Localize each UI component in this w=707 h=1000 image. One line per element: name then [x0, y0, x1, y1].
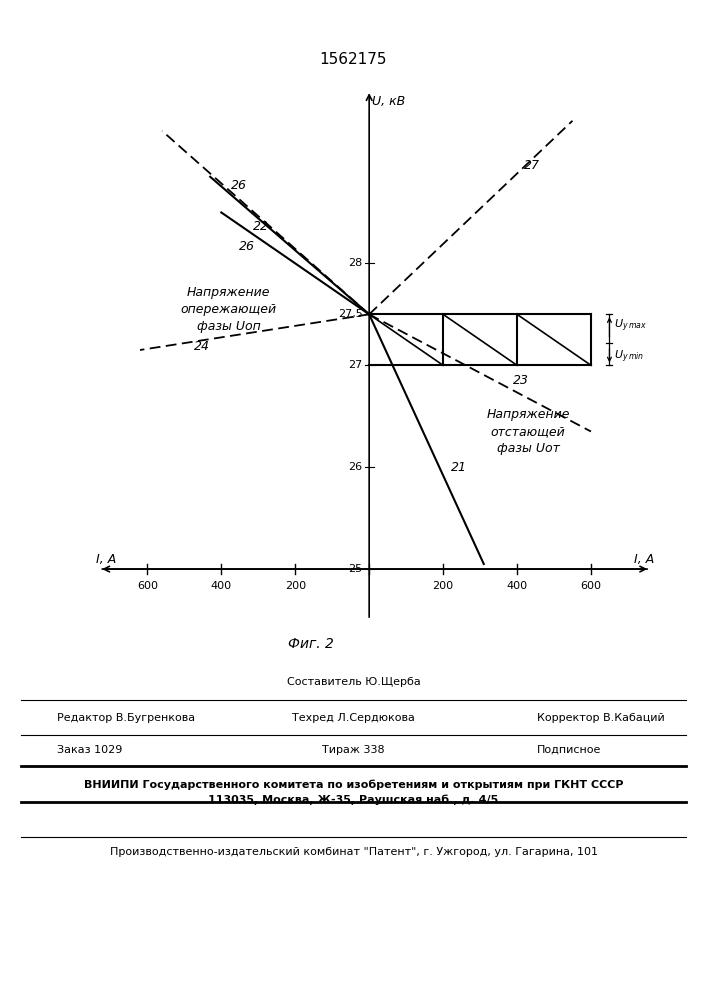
Text: 26: 26 [238, 240, 255, 253]
Text: $U_{y\,min}$: $U_{y\,min}$ [614, 349, 644, 365]
Text: 24: 24 [194, 340, 210, 353]
Text: 400: 400 [506, 581, 527, 591]
Text: Редактор В.Бугренкова: Редактор В.Бугренкова [57, 713, 194, 723]
Text: 200: 200 [433, 581, 454, 591]
Text: I, А: I, А [633, 553, 654, 566]
Text: $U_{y\,max}$: $U_{y\,max}$ [614, 317, 647, 334]
Text: 22: 22 [253, 220, 269, 233]
Text: 200: 200 [285, 581, 306, 591]
Text: Подписное: Подписное [537, 745, 602, 755]
Text: ВНИИПИ Государственного комитета по изобретениям и открытиям при ГКНТ СССР: ВНИИПИ Государственного комитета по изоб… [83, 780, 624, 790]
Text: 600: 600 [137, 581, 158, 591]
Text: 21: 21 [450, 461, 467, 474]
Text: 27,5: 27,5 [338, 309, 363, 319]
Text: 23: 23 [513, 374, 530, 387]
Text: 28: 28 [349, 258, 363, 268]
Text: 1562175: 1562175 [320, 52, 387, 68]
Text: I, А: I, А [95, 553, 116, 566]
Text: Заказ 1029: Заказ 1029 [57, 745, 122, 755]
Text: Корректор В.Кабаций: Корректор В.Кабаций [537, 713, 665, 723]
Text: Фиг. 2: Фиг. 2 [288, 637, 334, 651]
Text: U, кВ: U, кВ [372, 95, 405, 108]
Text: Техред Л.Сердюкова: Техред Л.Сердюкова [292, 713, 415, 723]
Text: 27: 27 [349, 360, 363, 370]
Text: Составитель Ю.Щерба: Составитель Ю.Щерба [286, 677, 421, 687]
Text: 25: 25 [349, 564, 363, 574]
Text: 26: 26 [231, 179, 247, 192]
Text: Напряжение
опережающей
фазы Uоп: Напряжение опережающей фазы Uоп [180, 286, 276, 333]
Text: 400: 400 [211, 581, 232, 591]
Text: 600: 600 [580, 581, 602, 591]
Text: 27: 27 [525, 159, 540, 172]
Text: Производственно-издательский комбинат "Патент", г. Ужгород, ул. Гагарина, 101: Производственно-издательский комбинат "П… [110, 847, 597, 857]
Text: Тираж 338: Тираж 338 [322, 745, 385, 755]
Text: 26: 26 [349, 462, 363, 472]
Text: 113035, Москва, Ж-35, Раушская наб., д. 4/5: 113035, Москва, Ж-35, Раушская наб., д. … [209, 795, 498, 805]
Text: Напряжение
отстающей
фазы Uот: Напряжение отстающей фазы Uот [486, 408, 570, 455]
